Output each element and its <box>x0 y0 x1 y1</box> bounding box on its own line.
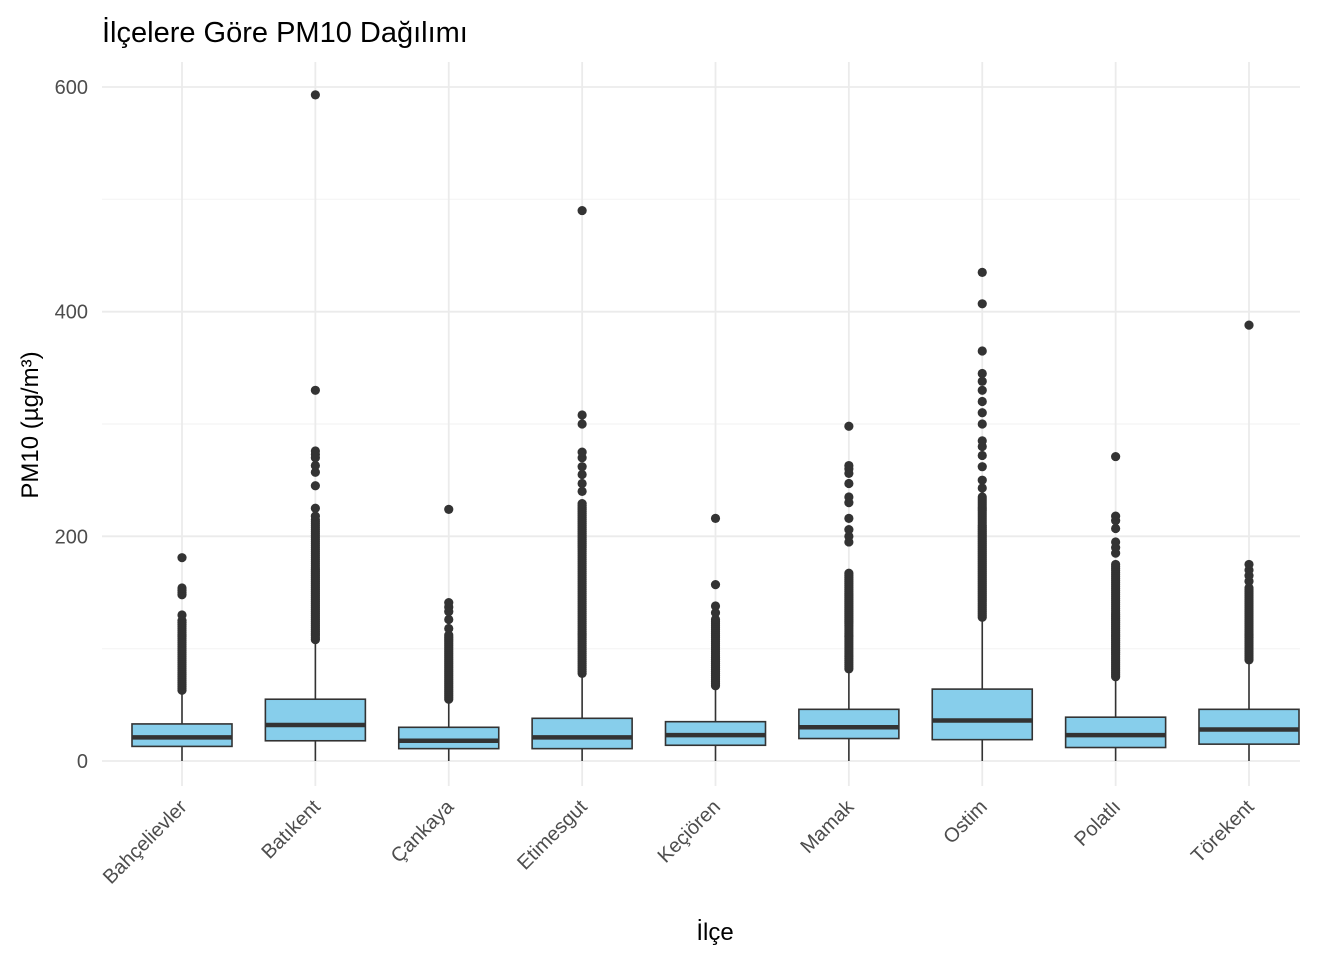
box-group-Ostim <box>931 267 1034 761</box>
outlier-point <box>710 601 721 611</box>
y-tick-label: 400 <box>55 302 88 324</box>
outlier-point <box>844 524 854 535</box>
box-group-Törekent <box>1198 320 1300 761</box>
y-axis-title: PM10 (µg/m³) <box>17 351 44 498</box>
box-group-Polatlı <box>1064 451 1167 761</box>
outlier-point <box>977 368 987 379</box>
outlier-point <box>977 408 987 418</box>
grid-layer <box>102 62 1300 786</box>
boxes-layer <box>131 90 1300 761</box>
outlier-point <box>310 467 320 477</box>
outlier-point <box>1111 537 1121 547</box>
outlier-point <box>977 475 987 485</box>
outlier-point <box>977 462 987 472</box>
x-tick-label: Etimesgut <box>513 796 592 875</box>
outlier-point <box>1111 511 1121 521</box>
outlier-point <box>310 90 320 100</box>
outlier-point <box>844 531 854 541</box>
outlier-point <box>977 492 987 502</box>
x-tick-label: Bahçelievler <box>99 796 192 889</box>
outlier-point <box>977 299 987 309</box>
outlier-point <box>177 553 187 563</box>
box-iqr <box>1064 716 1167 749</box>
outlier-point <box>977 267 987 277</box>
x-tick-label: Törekent <box>1187 796 1259 868</box>
outlier-point <box>577 486 587 496</box>
x-tick-label: Ostim <box>939 796 991 848</box>
outlier-point <box>577 205 587 216</box>
outlier-point <box>177 583 187 593</box>
box-group-Batıkent <box>264 90 367 761</box>
box-iqr <box>1198 708 1300 745</box>
box-group-Mamak <box>798 421 900 761</box>
outlier-point <box>1244 320 1254 330</box>
x-tick-label: Mamak <box>796 795 859 858</box>
outlier-point <box>310 446 320 456</box>
outlier-point <box>177 610 187 620</box>
outlier-point <box>844 492 854 502</box>
outlier-point <box>1111 451 1121 462</box>
x-axis-title: İlçe <box>696 919 733 946</box>
outlier-point <box>844 513 854 523</box>
outlier-point <box>1244 559 1254 570</box>
outlier-point <box>844 421 854 431</box>
outlier-point <box>577 499 587 509</box>
outlier-point <box>444 623 454 634</box>
outlier-point <box>1111 523 1121 534</box>
outlier-point <box>577 478 587 489</box>
outlier-point <box>977 346 987 356</box>
box-group-Keçiören <box>664 513 767 761</box>
outlier-point <box>444 504 454 514</box>
box-iqr <box>531 717 633 750</box>
outlier-point <box>444 614 454 625</box>
x-tick-label: Çankaya <box>387 795 459 867</box>
y-tick-label: 200 <box>55 526 88 548</box>
outlier-point <box>310 511 320 521</box>
outlier-point <box>977 385 987 395</box>
x-tick-label: Batıkent <box>257 796 325 864</box>
outlier-point <box>844 568 854 578</box>
box-group-Bahçelievler <box>131 553 233 761</box>
outlier-point <box>977 450 987 461</box>
outlier-point <box>444 630 454 640</box>
outlier-point <box>710 513 721 523</box>
outlier-point <box>577 469 587 480</box>
outlier-point <box>710 580 721 590</box>
outlier-point <box>1244 583 1254 593</box>
outlier-point <box>977 436 987 446</box>
outlier-point <box>844 460 854 471</box>
chart-title: İlçelere Göre PM10 Dağılımı <box>102 16 468 49</box>
box-group-Çankaya <box>397 504 500 761</box>
outlier-point <box>310 481 320 491</box>
box-group-Etimesgut <box>531 205 633 761</box>
outlier-point <box>977 396 987 407</box>
outlier-point <box>577 419 587 429</box>
outlier-point <box>577 410 587 420</box>
outlier-point <box>577 462 587 472</box>
outlier-point <box>310 460 320 471</box>
box-iqr <box>264 698 367 742</box>
box-iqr <box>397 726 500 750</box>
outlier-point <box>577 447 587 457</box>
box-iqr <box>798 708 900 740</box>
box-iqr <box>931 688 1034 741</box>
x-axis: Bahçelievler Batıkent Çankaya Etimesgut Keçi… <box>99 795 1259 888</box>
outlier-point <box>844 478 854 489</box>
y-tick-label: 600 <box>55 77 88 99</box>
outlier-point <box>310 385 320 395</box>
outlier-point <box>977 376 987 386</box>
outlier-point <box>444 598 454 608</box>
outlier-point <box>310 503 320 513</box>
x-tick-label: Keçiören <box>654 796 725 867</box>
outlier-point <box>977 483 987 493</box>
outlier-point <box>710 614 721 624</box>
outlier-point <box>1111 559 1121 570</box>
y-axis: 0 200 400 600 <box>55 77 88 773</box>
outlier-point <box>710 608 721 618</box>
x-tick-label: Polatlı <box>1070 796 1125 851</box>
y-tick-label: 0 <box>77 751 88 773</box>
outlier-point <box>977 419 987 429</box>
